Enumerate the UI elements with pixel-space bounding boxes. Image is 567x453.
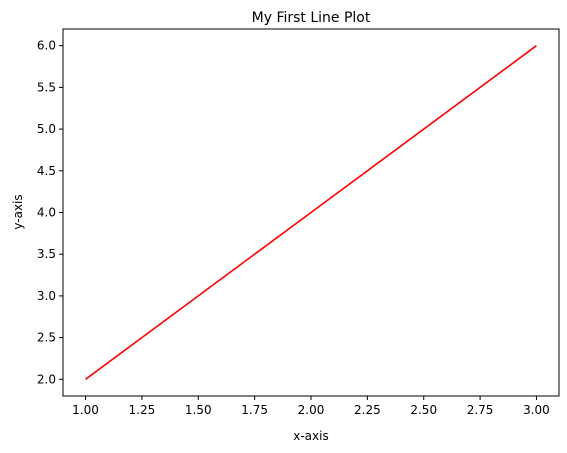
y-axis-ticks: 2.0 2.5 3.0 3.5 4.0 4.5 5.0 5.5 6.0 [37,39,63,386]
y-tick-label: 2.0 [37,372,56,386]
x-tick-label: 2.75 [467,403,494,417]
x-tick-label: 1.50 [185,403,212,417]
chart-title: My First Line Plot [252,10,371,26]
x-tick-label: 1.00 [72,403,99,417]
y-tick-label: 3.5 [37,247,56,261]
y-tick-label: 5.0 [37,122,56,136]
x-tick-label: 2.00 [298,403,325,417]
series-line-0 [85,45,537,380]
x-tick-label: 3.00 [523,403,550,417]
y-tick-label: 6.0 [37,39,56,53]
x-tick-label: 1.25 [129,403,156,417]
y-tick-label: 3.0 [37,289,56,303]
x-axis-label: x-axis [293,429,328,443]
x-tick-label: 2.25 [354,403,381,417]
x-tick-label: 1.75 [241,403,268,417]
y-tick-label: 2.5 [37,331,56,345]
y-tick-label: 4.5 [37,164,56,178]
y-tick-label: 4.0 [37,206,56,220]
x-axis-ticks: 1.00 1.25 1.50 1.75 2.00 2.25 2.50 2.75 3.00 [72,396,550,417]
y-axis-label: y-axis [11,194,25,229]
series-layer [85,45,537,380]
y-tick-label: 5.5 [37,80,56,94]
x-tick-label: 2.50 [410,403,437,417]
